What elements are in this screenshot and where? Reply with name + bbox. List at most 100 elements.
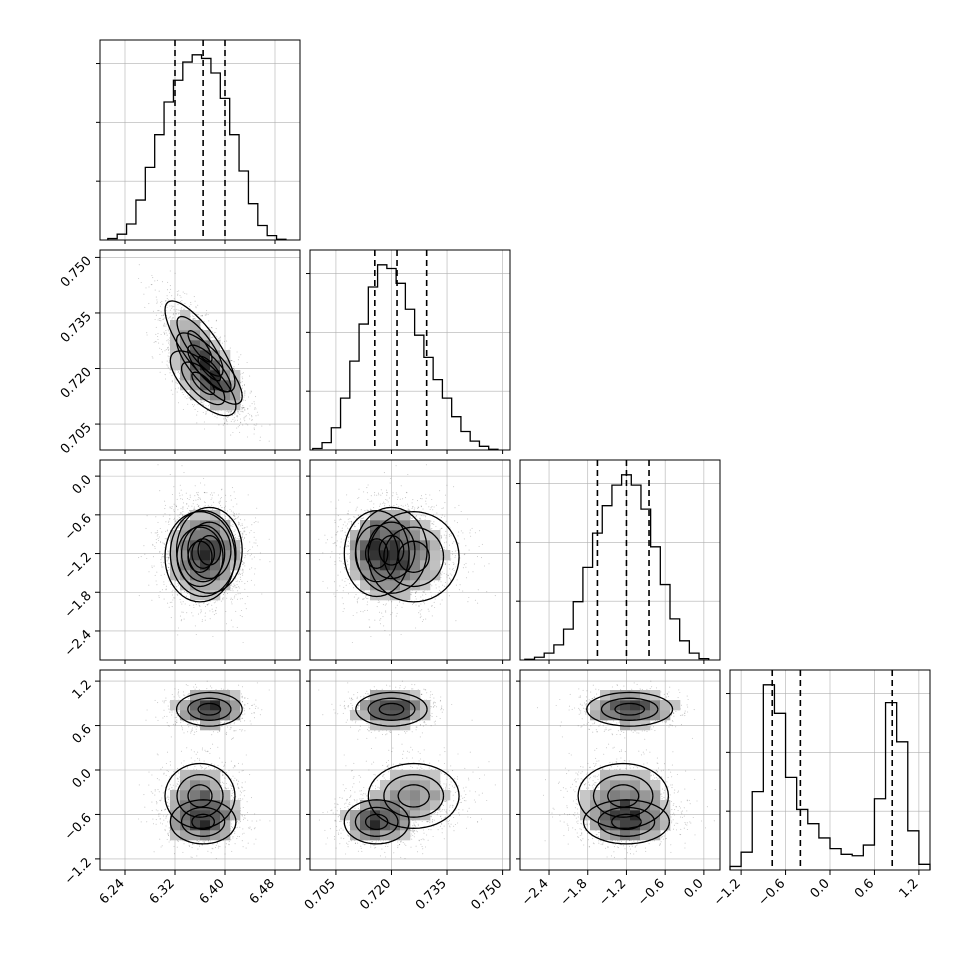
sample-point (240, 421, 242, 423)
sample-point (255, 521, 257, 523)
sample-point (178, 309, 180, 312)
sample-point (152, 310, 155, 312)
sample-point (241, 527, 244, 529)
sample-point (222, 597, 224, 599)
sample-point (167, 281, 169, 283)
sample-point (164, 538, 166, 540)
sample-point (179, 377, 181, 379)
sample-point (184, 396, 186, 398)
sample-point (218, 338, 220, 340)
sample-point (236, 415, 238, 417)
sample-point (234, 529, 236, 531)
sample-point (237, 580, 239, 582)
sample-point (243, 418, 245, 420)
sample-point (222, 599, 224, 601)
sample-point (181, 391, 183, 393)
sample-point (164, 374, 166, 376)
sample-point (250, 419, 253, 421)
sample-point (215, 609, 217, 611)
histogram-panel-3 (726, 669, 931, 871)
sample-point (233, 417, 235, 419)
sample-point (209, 494, 211, 496)
sample-point (230, 510, 232, 512)
sample-point (190, 302, 192, 304)
sample-point (173, 517, 176, 519)
sample-point (211, 413, 214, 415)
sample-point (171, 318, 173, 320)
sample-point (215, 607, 217, 609)
sample-point (233, 361, 235, 363)
sample-point (171, 375, 173, 377)
sample-point (241, 406, 243, 408)
sample-point (166, 289, 169, 291)
sample-point (251, 403, 253, 405)
sample-point (167, 299, 170, 301)
sample-point (189, 391, 191, 393)
sample-point (254, 396, 257, 398)
sample-point (167, 328, 169, 330)
sample-point (241, 387, 243, 389)
panel-bg (520, 460, 720, 660)
sample-point (151, 356, 153, 358)
sample-point (192, 405, 195, 407)
sample-point (216, 417, 218, 419)
sample-point (182, 508, 184, 510)
sample-point (226, 340, 228, 342)
sample-point (218, 424, 220, 426)
sample-point (146, 515, 148, 517)
sample-point (176, 518, 178, 520)
sample-point (234, 412, 236, 414)
sample-point (220, 600, 222, 602)
density-cell (170, 320, 181, 331)
sample-point (240, 382, 242, 384)
sample-point (221, 507, 223, 509)
sample-point (182, 511, 184, 513)
sample-point (173, 509, 175, 511)
sample-point (225, 623, 228, 625)
sample-point (230, 598, 232, 600)
sample-point (205, 411, 207, 413)
sample-point (244, 557, 246, 559)
sample-point (165, 330, 167, 332)
sample-point (191, 612, 193, 614)
histogram-panel-1 (306, 249, 511, 451)
sample-point (194, 495, 196, 497)
sample-point (232, 590, 234, 592)
sample-point (237, 410, 239, 413)
sample-point (194, 318, 196, 320)
sample-point (254, 517, 257, 519)
sample-point (233, 597, 235, 599)
sample-point (269, 424, 271, 426)
sample-point (235, 580, 237, 583)
sample-point (167, 346, 169, 349)
sample-point (161, 300, 163, 302)
scatter-panel-1-0 (99, 249, 301, 451)
sample-point (168, 580, 170, 582)
sample-point (229, 411, 232, 413)
sample-point (166, 298, 168, 300)
sample-point (226, 510, 229, 512)
sample-point (225, 420, 228, 422)
sample-point (192, 503, 194, 505)
panel-frame (309, 249, 511, 451)
sample-point (253, 536, 255, 538)
sample-point (178, 290, 180, 292)
sample-point (237, 412, 239, 414)
sample-point (235, 513, 238, 515)
sample-point (251, 546, 254, 548)
sample-point (253, 401, 255, 403)
sample-point (176, 290, 178, 293)
sample-point (176, 383, 178, 385)
sample-point (239, 418, 242, 420)
sample-point (244, 390, 246, 392)
sample-point (168, 341, 170, 343)
sample-point (188, 305, 191, 307)
sample-point (239, 587, 241, 589)
sample-point (159, 551, 161, 553)
sample-point (244, 394, 246, 396)
sample-point (164, 333, 166, 335)
sample-point (158, 342, 160, 344)
sample-point (157, 310, 159, 312)
sample-point (203, 421, 205, 423)
